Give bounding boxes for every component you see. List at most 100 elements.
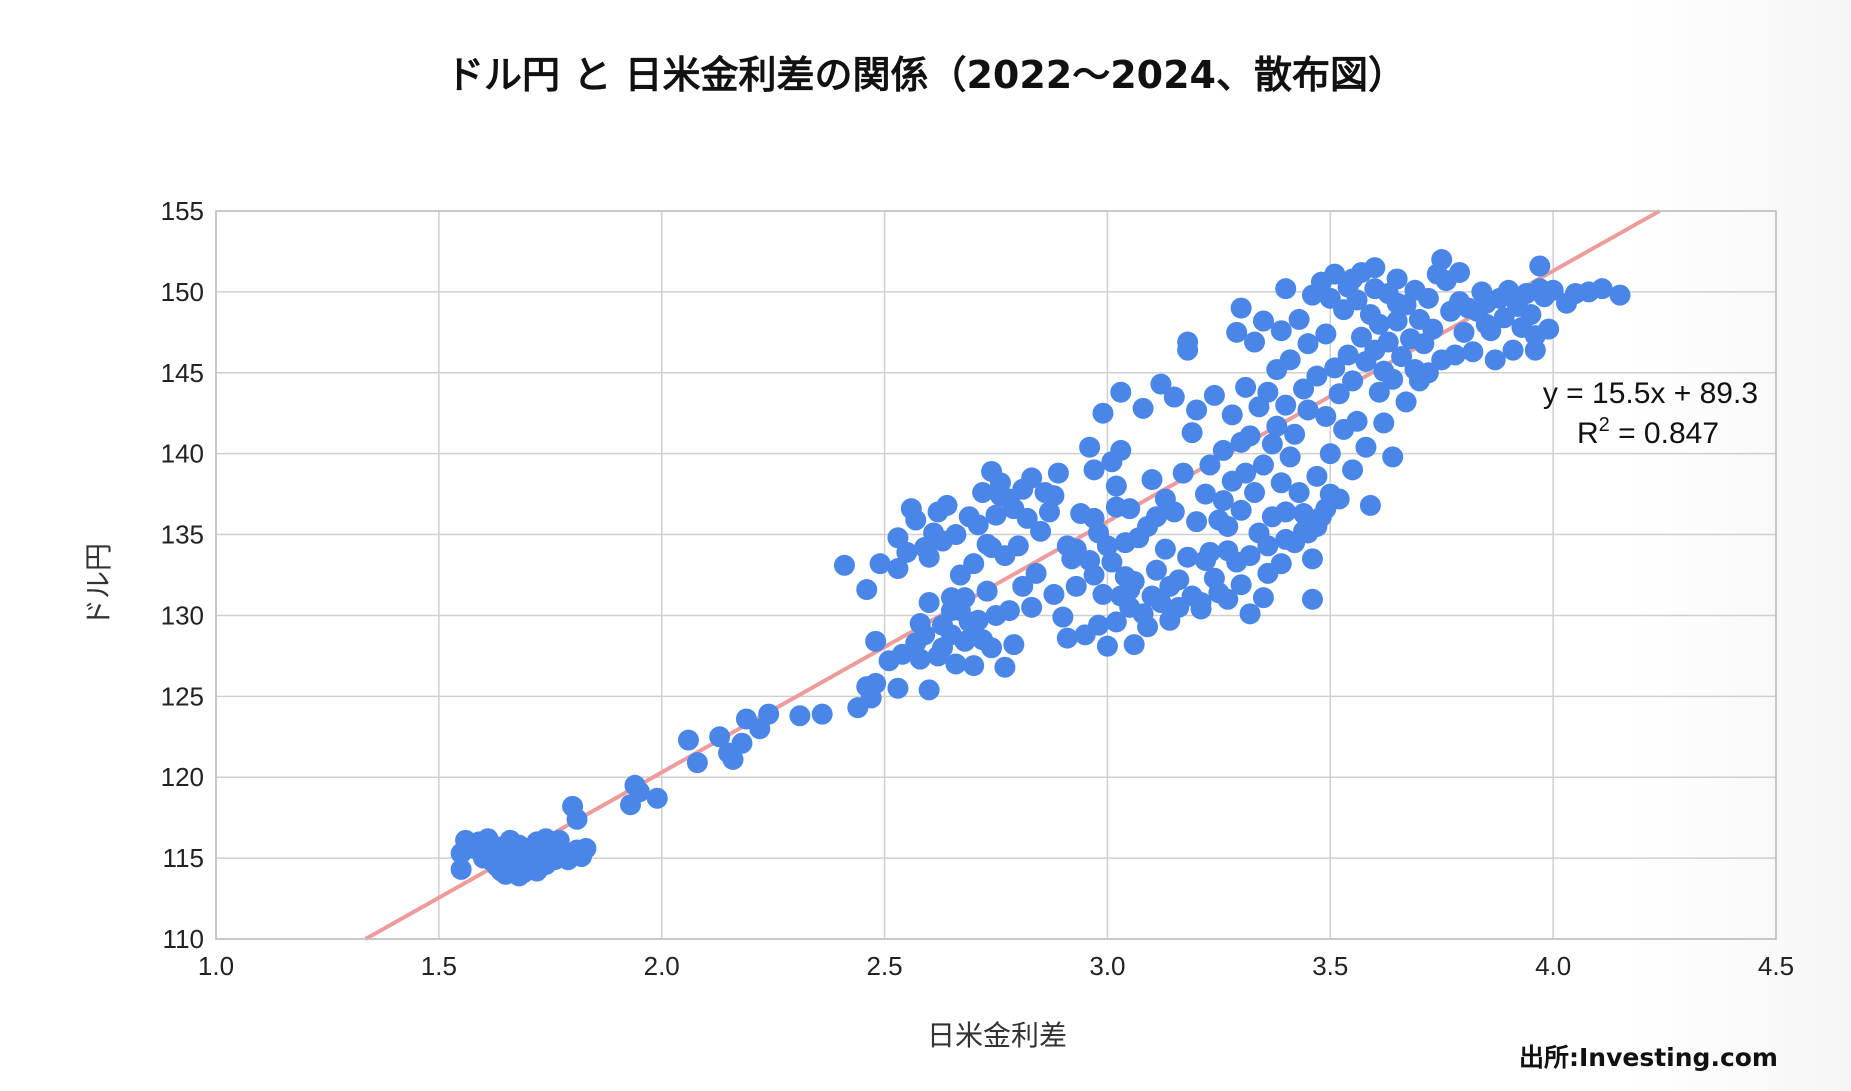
data-point — [1270, 320, 1292, 342]
data-point — [1203, 384, 1225, 406]
data-point — [1346, 289, 1368, 311]
data-point — [628, 781, 650, 803]
data-point — [1342, 268, 1364, 290]
data-point — [1230, 499, 1252, 521]
x-tick-label: 3.0 — [1089, 951, 1125, 981]
data-point — [972, 481, 994, 503]
data-point — [1288, 308, 1310, 330]
data-point — [1056, 627, 1078, 649]
data-point — [1422, 318, 1444, 340]
data-point — [1386, 268, 1408, 290]
data-point — [1199, 541, 1221, 563]
data-point — [1524, 339, 1546, 361]
data-point — [1092, 583, 1114, 605]
data-point — [566, 808, 588, 830]
data-point — [1030, 520, 1052, 542]
data-point — [1301, 588, 1323, 610]
data-point — [1212, 439, 1234, 461]
data-point — [1279, 446, 1301, 468]
data-point — [1315, 405, 1337, 427]
data-point — [1386, 310, 1408, 332]
data-point — [1382, 368, 1404, 390]
data-point — [1498, 279, 1520, 301]
data-point — [1449, 261, 1471, 283]
data-point — [731, 732, 753, 754]
data-point — [1168, 569, 1190, 591]
data-point — [1453, 321, 1475, 343]
data-point — [513, 862, 535, 884]
data-point — [1221, 404, 1243, 426]
data-point — [1190, 598, 1212, 620]
data-point — [1591, 278, 1613, 300]
data-point — [1529, 255, 1551, 277]
data-point — [1110, 439, 1132, 461]
data-point — [1288, 481, 1310, 503]
data-point — [1105, 475, 1127, 497]
data-point — [869, 553, 891, 575]
data-point — [1016, 507, 1038, 529]
x-axis-label: 日米金利差 — [927, 1019, 1067, 1052]
data-point — [905, 509, 927, 531]
data-point — [1275, 501, 1297, 523]
data-point — [954, 587, 976, 609]
data-point — [1502, 339, 1524, 361]
data-point — [1150, 592, 1172, 614]
data-point — [1524, 325, 1546, 347]
data-point — [1342, 459, 1364, 481]
data-point — [686, 752, 708, 774]
data-point — [1083, 507, 1105, 529]
data-point — [1092, 402, 1114, 424]
data-point — [1043, 485, 1065, 507]
data-point — [1123, 634, 1145, 656]
data-point — [1257, 535, 1279, 557]
data-point — [1391, 346, 1413, 368]
data-point — [1306, 465, 1328, 487]
y-tick-label: 140 — [161, 439, 204, 469]
data-point — [521, 842, 543, 864]
plot-area-frame — [215, 210, 1777, 940]
data-point — [1083, 459, 1105, 481]
data-point — [1230, 297, 1252, 319]
data-point — [967, 514, 989, 536]
y-tick-label: 145 — [161, 358, 204, 388]
data-point — [1025, 562, 1047, 584]
data-point — [833, 554, 855, 576]
data-point — [758, 703, 780, 725]
data-point — [1484, 349, 1506, 371]
data-point — [976, 580, 998, 602]
data-point — [936, 494, 958, 516]
data-point — [1368, 313, 1390, 335]
data-point — [1257, 381, 1279, 403]
trendline-layer — [364, 209, 1661, 941]
r-squared-label: R2 = 0.847 — [1577, 414, 1719, 450]
data-point — [1293, 378, 1315, 400]
data-point — [1319, 483, 1341, 505]
data-point — [1047, 462, 1069, 484]
data-point — [1377, 331, 1399, 353]
data-point — [981, 536, 1003, 558]
x-tick-label: 3.5 — [1312, 951, 1348, 981]
data-point — [1462, 341, 1484, 363]
data-point — [1297, 399, 1319, 421]
data-point — [1186, 511, 1208, 533]
data-point — [1417, 287, 1439, 309]
data-point — [998, 600, 1020, 622]
data-point — [709, 726, 731, 748]
data-point — [1150, 373, 1172, 395]
gridlines — [215, 210, 1777, 940]
data-point — [1159, 609, 1181, 631]
data-point — [1342, 370, 1364, 392]
data-point — [1297, 333, 1319, 355]
data-point — [1021, 467, 1043, 489]
data-point — [918, 546, 940, 568]
y-tick-label: 155 — [161, 196, 204, 226]
data-point — [949, 564, 971, 586]
data-point — [985, 504, 1007, 526]
data-point — [1212, 490, 1234, 512]
data-point — [918, 679, 940, 701]
data-point — [1186, 399, 1208, 421]
data-point — [1230, 574, 1252, 596]
data-point — [1217, 588, 1239, 610]
x-tick-label: 4.0 — [1535, 951, 1571, 981]
